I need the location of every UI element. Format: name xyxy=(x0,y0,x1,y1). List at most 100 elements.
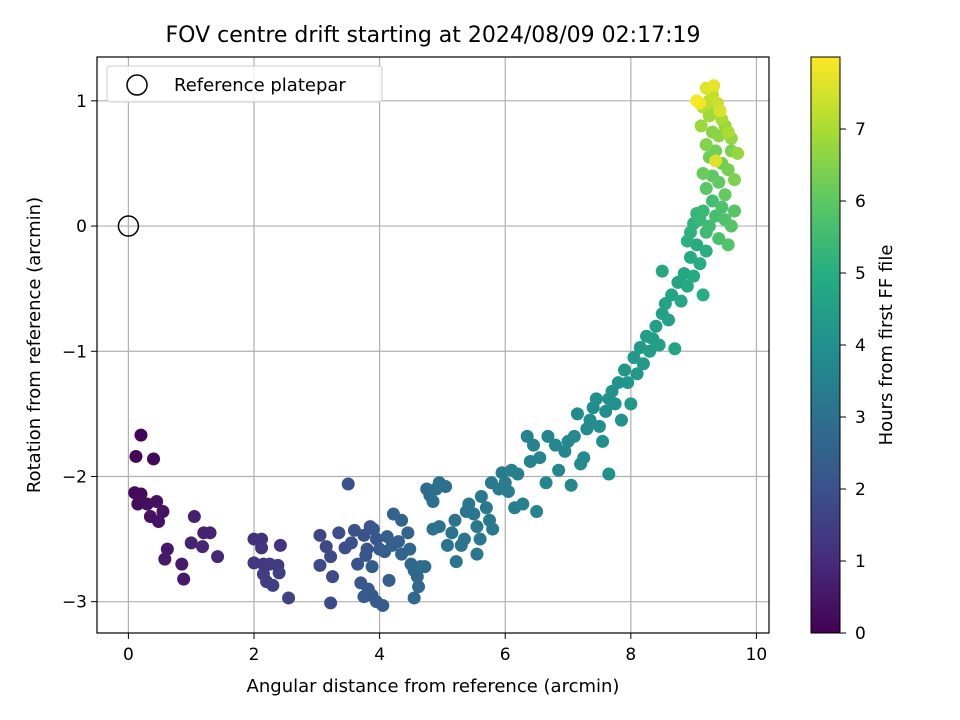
x-axis-ticks: 0 2 4 6 8 10 xyxy=(123,633,767,665)
data-point xyxy=(548,438,562,452)
data-points xyxy=(128,79,745,612)
data-point xyxy=(344,536,358,550)
x-tick-label: 2 xyxy=(249,645,260,665)
data-point xyxy=(134,487,148,501)
data-point xyxy=(570,407,584,421)
data-point xyxy=(369,532,383,546)
data-point xyxy=(272,566,286,580)
x-tick-label: 10 xyxy=(746,645,768,665)
x-tick-label: 4 xyxy=(374,645,385,665)
data-point xyxy=(150,495,164,509)
data-point xyxy=(152,515,166,529)
data-point xyxy=(357,590,371,604)
data-point xyxy=(160,542,174,556)
data-point xyxy=(147,452,161,466)
colorbar-tick-label: 4 xyxy=(855,336,866,356)
data-point xyxy=(407,591,421,605)
data-point xyxy=(196,540,210,554)
data-point xyxy=(713,104,727,118)
data-point xyxy=(696,166,710,180)
reference-platepar-marker xyxy=(117,215,140,237)
data-point xyxy=(282,591,296,605)
data-point xyxy=(602,467,616,481)
data-point xyxy=(558,444,572,458)
x-tick-label: 8 xyxy=(625,645,636,665)
colorbar-tick-label: 7 xyxy=(855,120,866,140)
legend-box xyxy=(106,65,383,103)
data-point xyxy=(351,557,365,571)
data-point xyxy=(413,560,427,574)
data-point xyxy=(462,497,476,511)
data-point xyxy=(457,532,471,546)
data-point xyxy=(516,497,530,511)
data-point xyxy=(391,535,405,549)
data-point xyxy=(727,173,741,187)
data-point xyxy=(395,513,409,527)
data-point xyxy=(662,313,676,327)
data-point xyxy=(526,438,540,452)
data-point xyxy=(324,596,338,610)
data-point xyxy=(479,501,493,515)
y-tick-label: −2 xyxy=(62,467,87,487)
data-point xyxy=(382,573,396,587)
data-point xyxy=(709,154,723,168)
y-tick-label: 1 xyxy=(76,92,87,112)
data-point xyxy=(655,264,669,278)
colorbar-tick-label: 3 xyxy=(855,408,866,428)
data-point xyxy=(702,219,716,233)
y-axis-label: Rotation from reference (arcmin) xyxy=(24,197,45,493)
data-point xyxy=(319,540,333,554)
data-point xyxy=(721,163,735,177)
data-point xyxy=(665,288,679,302)
data-point xyxy=(541,429,555,443)
y-axis-ticks: −3 −2 −1 0 1 xyxy=(62,92,97,613)
data-point xyxy=(721,125,735,139)
data-point xyxy=(366,522,380,536)
data-point xyxy=(539,476,553,490)
x-tick-label: 6 xyxy=(500,645,511,665)
data-point xyxy=(473,532,487,546)
colorbar-tick-label: 0 xyxy=(855,624,866,644)
x-axis-label: Angular distance from reference (arcmin) xyxy=(247,676,620,697)
data-point xyxy=(341,477,355,491)
data-point xyxy=(440,538,454,552)
data-point xyxy=(608,397,622,411)
chart-title: FOV centre drift starting at 2024/08/09 … xyxy=(166,23,701,48)
data-point xyxy=(448,513,462,527)
data-point xyxy=(636,357,650,371)
data-point xyxy=(467,507,481,521)
data-point xyxy=(583,413,597,427)
data-point xyxy=(474,490,488,504)
data-point xyxy=(501,485,515,499)
data-point xyxy=(376,598,390,612)
data-point xyxy=(203,526,217,540)
data-point xyxy=(696,288,710,302)
data-point xyxy=(712,232,726,246)
data-point xyxy=(211,550,225,564)
legend-marker-icon xyxy=(126,74,148,96)
data-point xyxy=(712,175,726,189)
data-point xyxy=(699,181,713,195)
colorbar-ticks: 0 1 2 3 4 5 6 7 xyxy=(840,120,866,644)
data-point xyxy=(266,578,280,592)
data-point xyxy=(177,572,191,586)
data-point xyxy=(410,570,424,584)
colorbar-tick-label: 6 xyxy=(855,192,866,212)
data-point xyxy=(131,497,145,511)
data-point xyxy=(445,526,459,540)
colorbar: 0 1 2 3 4 5 6 7 Hours from first FF file xyxy=(810,56,897,644)
legend: Reference platepar xyxy=(106,65,383,103)
data-point xyxy=(599,404,613,418)
data-point xyxy=(668,342,682,356)
data-point xyxy=(530,505,544,519)
data-point xyxy=(552,463,566,477)
data-point xyxy=(134,428,148,442)
data-point xyxy=(439,479,453,493)
data-point xyxy=(511,467,525,481)
plot-area-frame xyxy=(96,56,770,634)
data-point xyxy=(690,94,704,108)
data-point xyxy=(705,194,719,208)
data-point xyxy=(727,204,741,218)
y-tick-label: 0 xyxy=(76,217,87,237)
legend-label: Reference platepar xyxy=(174,75,346,96)
